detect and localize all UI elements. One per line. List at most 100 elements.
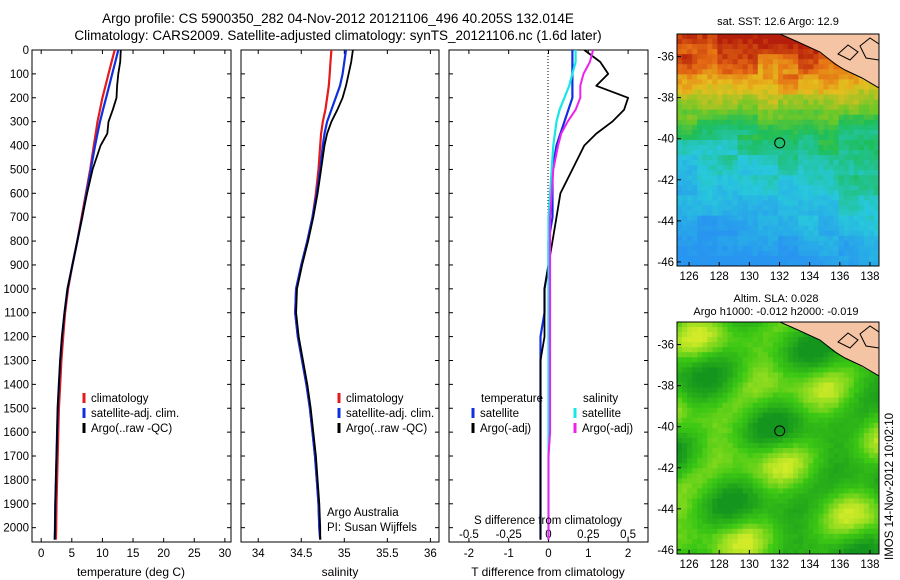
map-cell [737, 134, 744, 141]
map-cell [798, 94, 804, 100]
map-cell [838, 443, 845, 449]
map-cell [732, 528, 738, 535]
map-cell [692, 543, 698, 550]
map-cell [788, 488, 794, 494]
map-cell [737, 119, 744, 126]
map-cell [742, 402, 749, 409]
map-cell [833, 367, 839, 373]
map-cell [843, 240, 850, 247]
map-cell [717, 89, 723, 95]
map-cell [793, 528, 799, 535]
map-cell [722, 533, 728, 540]
map-cell [803, 64, 809, 70]
map-cell [677, 468, 683, 474]
map-cell [793, 327, 799, 333]
map-cell [747, 54, 754, 60]
map-cell [868, 407, 875, 414]
map-cell [818, 377, 824, 383]
map-cell [722, 250, 728, 257]
map-cell [732, 478, 738, 484]
map-cell [732, 412, 738, 419]
map-cell [767, 347, 774, 353]
map-cell [742, 407, 749, 414]
map-cell [757, 473, 764, 479]
map-cell [813, 104, 819, 111]
map-cell [823, 367, 829, 373]
map-cell [848, 538, 855, 545]
map-cell [813, 170, 819, 176]
map-cell [772, 200, 779, 206]
map-cell [783, 357, 789, 363]
map-cell [793, 49, 799, 55]
map-cell [767, 49, 774, 55]
map-cell [853, 463, 860, 469]
map-cell [853, 362, 860, 368]
map-cell [848, 144, 855, 151]
map-cell [828, 513, 834, 520]
map-cell [697, 49, 703, 55]
map-cell [727, 533, 733, 540]
map-cell [818, 144, 824, 151]
map-cell [767, 483, 774, 489]
map-cell [873, 250, 879, 257]
map-cell [838, 205, 845, 211]
map-cell [778, 139, 784, 146]
map-cell [803, 392, 809, 399]
map-cell [692, 483, 698, 489]
map-cell [707, 523, 713, 530]
map-cell [677, 185, 683, 191]
map-cell [732, 39, 738, 45]
map-cell [863, 245, 870, 252]
map-cell [788, 119, 794, 126]
map-cell [707, 392, 713, 399]
map-cell [717, 392, 723, 399]
map-cell [717, 114, 723, 121]
map-cell [843, 498, 850, 504]
map-cell [737, 215, 744, 222]
map-cell [843, 513, 850, 520]
map-cell [747, 175, 754, 181]
map-cell [838, 245, 845, 252]
map-cell [838, 473, 845, 479]
map-cell [808, 387, 814, 394]
legend-label: climatology [346, 393, 404, 405]
map-cell [707, 397, 713, 404]
map-cell [712, 513, 718, 520]
map-cell [868, 438, 875, 444]
map-cell [798, 84, 804, 90]
map-cell [868, 235, 875, 242]
map-cell [747, 498, 754, 504]
map-cell [828, 387, 834, 394]
map-cell [712, 225, 718, 232]
map-cell [762, 417, 769, 424]
map-cell [687, 493, 693, 499]
map-cell [742, 165, 749, 171]
map-cell [692, 382, 698, 388]
map-cell [863, 190, 870, 196]
map-cell [752, 74, 759, 80]
map-cell [682, 493, 688, 499]
map-cell [863, 498, 870, 504]
depth-tick-label: 200 [10, 93, 29, 105]
map-cell [798, 332, 804, 338]
map-cell [788, 498, 794, 504]
map-cell [848, 150, 855, 156]
map-cell [818, 210, 824, 216]
map-cell [722, 397, 728, 404]
map-cell [848, 533, 855, 540]
map-cell [873, 230, 879, 237]
map-cell [707, 473, 713, 479]
map-cell [833, 463, 839, 469]
map-cell [772, 124, 779, 131]
map-cell [757, 49, 764, 55]
map-cell [788, 150, 794, 156]
map-cell [742, 109, 749, 116]
map-cell [742, 64, 749, 70]
map-cell [727, 39, 733, 45]
map-cell [742, 342, 749, 348]
map-cell [682, 397, 688, 404]
map-cell [833, 377, 839, 383]
map-cell [873, 245, 879, 252]
map-cell [838, 483, 845, 489]
map-cell [727, 508, 733, 515]
